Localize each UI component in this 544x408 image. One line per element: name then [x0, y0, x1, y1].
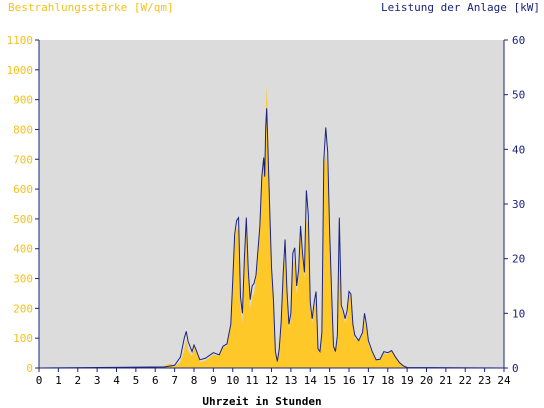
y-right-tick-label: 20 [512, 253, 525, 266]
x-tick-label: 10 [226, 374, 239, 387]
y-left-tick-label: 1100 [7, 34, 34, 47]
x-tick-label: 11 [246, 374, 259, 387]
y-right-tick-label: 0 [512, 362, 519, 375]
x-tick-label: 22 [459, 374, 472, 387]
x-tick-label: 19 [401, 374, 414, 387]
y-right-tick-label: 10 [512, 307, 525, 320]
x-tick-label: 23 [478, 374, 491, 387]
series-layer [38, 84, 505, 369]
y-left-tick-label: 300 [13, 273, 33, 286]
y-right-tick-label: 50 [512, 89, 525, 102]
series-irradiance-area [39, 84, 504, 368]
y-left-tick-label: 600 [13, 183, 33, 196]
x-tick-label: 17 [362, 374, 375, 387]
y-left-tick-label: 800 [13, 123, 33, 136]
x-tick-label: 14 [304, 374, 318, 387]
x-tick-label: 6 [152, 374, 159, 387]
x-tick-label: 7 [171, 374, 178, 387]
y-right-tick-label: 60 [512, 34, 525, 47]
x-axis-title: Uhrzeit in Stunden [202, 395, 321, 408]
y-left-tick-label: 900 [13, 94, 33, 107]
y-left-tick-label: 500 [13, 213, 33, 226]
x-tick-label: 18 [381, 374, 394, 387]
right-axis-title: Leistung der Anlage [kW] [381, 1, 540, 14]
x-tick-label: 12 [265, 374, 278, 387]
x-tick-label: 24 [497, 374, 511, 387]
x-tick-label: 5 [133, 374, 140, 387]
x-tick-label: 0 [36, 374, 43, 387]
y-left-tick-label: 700 [13, 153, 33, 166]
y-right-tick-label: 40 [512, 143, 525, 156]
x-tick-label: 2 [74, 374, 81, 387]
y-left-tick-label: 0 [26, 362, 33, 375]
series-power-line [38, 108, 505, 369]
x-tick-label: 13 [284, 374, 297, 387]
x-tick-label: 16 [342, 374, 355, 387]
y-right-tick-label: 30 [512, 198, 525, 211]
x-tick-label: 21 [439, 374, 452, 387]
y-left-tick-label: 200 [13, 302, 33, 315]
y-left-tick-label: 400 [13, 243, 33, 256]
x-tick-label: 9 [210, 374, 217, 387]
x-tick-label: 3 [94, 374, 101, 387]
x-tick-label: 4 [113, 374, 120, 387]
x-tick-label: 15 [323, 374, 336, 387]
y-left-tick-label: 100 [13, 332, 33, 345]
y-left-tick-label: 1000 [7, 64, 34, 77]
left-axis-title: Bestrahlungsstärke [W/qm] [8, 1, 174, 14]
axis-layer: 0 1 2 3 4 5 6 7 8 9 10 11 12 13 14 15 16 17 18 19 20 21 22 23 24… [7, 34, 526, 387]
x-tick-label: 8 [191, 374, 198, 387]
x-tick-label: 20 [420, 374, 433, 387]
x-tick-label: 1 [55, 374, 62, 387]
